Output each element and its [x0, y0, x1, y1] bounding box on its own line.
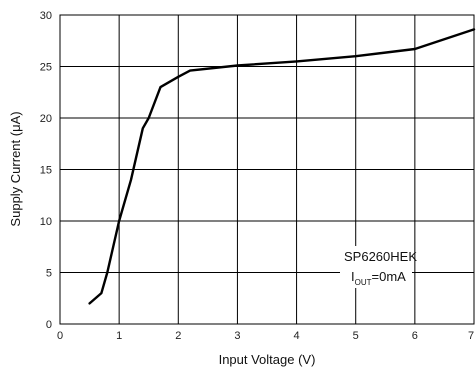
x-axis-title: Input Voltage (V) [219, 352, 316, 367]
x-tick-label: 4 [294, 330, 300, 342]
annotation-current-value: =0mA [372, 269, 407, 284]
x-tick-label: 3 [234, 330, 240, 342]
annotation-current-symbol: I [351, 269, 355, 284]
annotation-current-subscript: OUT [355, 278, 372, 287]
x-tick-label: 0 [57, 330, 63, 342]
x-tick-label: 2 [175, 330, 181, 342]
y-tick-label: 20 [40, 113, 52, 125]
y-tick-label: 0 [46, 319, 52, 331]
x-tick-label: 5 [353, 330, 359, 342]
annotation-background [340, 246, 412, 288]
y-tick-labels: 0 5 10 15 20 25 30 [40, 10, 52, 331]
y-tick-label: 5 [46, 268, 52, 280]
x-tick-label: 6 [412, 330, 418, 342]
y-axis-title: Supply Current (μA) [8, 111, 23, 226]
annotation-device: SP6260HEK [344, 249, 417, 264]
y-tick-label: 30 [40, 10, 52, 22]
plot-frame [59, 14, 475, 325]
y-tick-label: 10 [40, 216, 52, 228]
series-line [88, 28, 476, 305]
y-tick-label: 15 [40, 165, 52, 177]
x-tick-labels: 0 1 2 3 4 5 6 7 [57, 330, 474, 342]
y-tick-label: 25 [40, 62, 52, 74]
x-tick-label: 1 [116, 330, 122, 342]
x-tick-label: 7 [468, 330, 474, 342]
annotation-condition: IOUT=0mA [351, 269, 406, 287]
annotation-box: SP6260HEK IOUT=0mA [340, 246, 417, 288]
